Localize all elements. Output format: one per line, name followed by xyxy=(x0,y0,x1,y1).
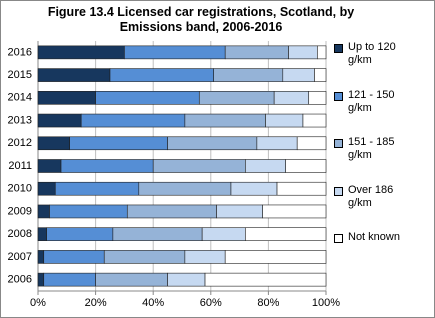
bar-segment xyxy=(230,181,278,196)
legend-swatch xyxy=(334,139,343,148)
bar-segment xyxy=(37,159,62,173)
bar-segment xyxy=(138,181,232,196)
bar-segment xyxy=(167,272,206,287)
bar-segment xyxy=(80,113,186,128)
bar-segment xyxy=(37,136,70,151)
y-tick-label: 2014 xyxy=(8,92,32,104)
y-tick-label: 2009 xyxy=(8,205,32,217)
legend-item: Over 186 g/km xyxy=(334,184,404,210)
y-tick-label: 2010 xyxy=(8,183,32,195)
legend-swatch xyxy=(334,44,343,53)
bar-segment xyxy=(49,204,128,219)
x-tick-label: 100% xyxy=(312,297,340,309)
bar-segment xyxy=(285,159,327,173)
bar-segment xyxy=(198,91,275,105)
bar-segment xyxy=(276,181,327,196)
bar-segment xyxy=(184,113,266,128)
legend-item: 151 - 185 g/km xyxy=(334,136,404,162)
y-tick-label: 2007 xyxy=(8,251,32,263)
bar-segment xyxy=(273,91,310,105)
bar-segment xyxy=(54,181,140,196)
y-tick-label: 2011 xyxy=(8,160,32,172)
bar-segment xyxy=(43,250,105,264)
bar-segment xyxy=(308,91,327,105)
bar-segment xyxy=(167,136,258,151)
legend-item: Up to 120 g/km xyxy=(334,41,404,67)
bar-segment xyxy=(296,136,327,151)
x-tick-label: 80% xyxy=(257,297,279,309)
bar-segment xyxy=(112,227,203,241)
bar-segment xyxy=(126,204,217,219)
bar-segment xyxy=(224,250,327,264)
bar-segment xyxy=(152,159,246,173)
bar-segment xyxy=(69,136,168,151)
bar-segment xyxy=(213,68,284,82)
legend-item: 121 - 150 g/km xyxy=(334,89,404,115)
x-tick-label: 60% xyxy=(200,297,222,309)
legend-label: Over 186 g/km xyxy=(348,184,394,209)
bar-segment xyxy=(224,45,289,60)
legend-label: Up to 120 g/km xyxy=(348,41,396,66)
bar-segment xyxy=(302,113,327,128)
bar-segment xyxy=(37,204,50,219)
bar-segment xyxy=(37,113,82,128)
y-tick-label: 2008 xyxy=(8,228,32,240)
legend-label: 151 - 185 g/km xyxy=(348,136,395,161)
bar-segment xyxy=(46,227,114,241)
bar-segment xyxy=(245,227,327,241)
bar-segment xyxy=(95,272,168,287)
legend-item: Not known xyxy=(334,231,404,244)
legend-swatch xyxy=(334,92,343,101)
bar-segment xyxy=(37,227,47,241)
bar-segment xyxy=(216,204,263,219)
bar-segment xyxy=(43,272,96,287)
bar-segment xyxy=(256,136,298,151)
bar-segment xyxy=(103,250,186,264)
bar-segment xyxy=(95,91,200,105)
legend-label: Not known xyxy=(348,231,400,243)
bar-segment xyxy=(314,68,327,82)
y-tick-label: 2006 xyxy=(8,274,32,286)
y-tick-label: 2013 xyxy=(8,114,32,126)
legend-swatch xyxy=(334,234,343,243)
x-tick-label: 0% xyxy=(30,297,46,309)
x-tick-label: 20% xyxy=(85,297,107,309)
bar-segment xyxy=(245,159,286,173)
y-tick-label: 2012 xyxy=(8,137,32,149)
bar-segment xyxy=(317,45,327,60)
bar-segment xyxy=(204,272,327,287)
bar-segment xyxy=(282,68,315,82)
bar-segment xyxy=(37,45,125,60)
bar-segment xyxy=(109,68,214,82)
bar-segment xyxy=(124,45,226,60)
legend-label: 121 - 150 g/km xyxy=(348,89,395,114)
bar-segment xyxy=(201,227,246,241)
chart-title: Figure 13.4 Licensed car registrations, … xyxy=(47,5,355,34)
bar-segment xyxy=(265,113,304,128)
bar-segment xyxy=(37,181,56,196)
y-tick-label: 2016 xyxy=(8,46,32,58)
bar-segment xyxy=(262,204,327,219)
bar-segment xyxy=(37,68,111,82)
bar-segment xyxy=(184,250,226,264)
x-tick-label: 40% xyxy=(142,297,164,309)
bar-segment xyxy=(60,159,154,173)
y-tick-label: 2015 xyxy=(8,69,32,81)
bar-segment xyxy=(37,250,45,264)
legend-swatch xyxy=(334,187,343,196)
bar-segment xyxy=(37,91,96,105)
bar-segment xyxy=(288,45,318,60)
bar-segment xyxy=(37,272,45,287)
